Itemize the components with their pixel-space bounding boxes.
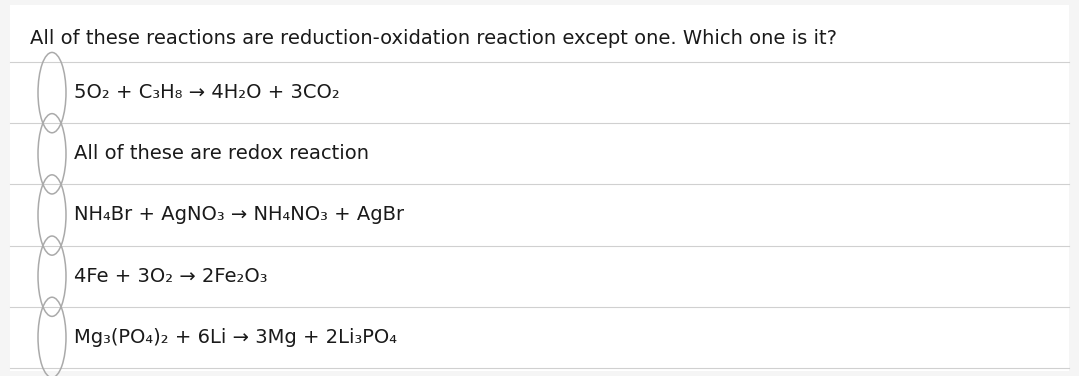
Text: 4Fe + 3O₂ → 2Fe₂O₃: 4Fe + 3O₂ → 2Fe₂O₃ (74, 267, 268, 286)
FancyBboxPatch shape (10, 5, 1069, 371)
Text: NH₄Br + AgNO₃ → NH₄NO₃ + AgBr: NH₄Br + AgNO₃ → NH₄NO₃ + AgBr (74, 206, 405, 224)
Text: All of these are redox reaction: All of these are redox reaction (74, 144, 369, 163)
Text: All of these reactions are reduction-oxidation reaction except one. Which one is: All of these reactions are reduction-oxi… (30, 29, 837, 47)
Text: Mg₃(PO₄)₂ + 6Li → 3Mg + 2Li₃PO₄: Mg₃(PO₄)₂ + 6Li → 3Mg + 2Li₃PO₄ (74, 328, 397, 347)
Text: 5O₂ + C₃H₈ → 4H₂O + 3CO₂: 5O₂ + C₃H₈ → 4H₂O + 3CO₂ (74, 83, 340, 102)
